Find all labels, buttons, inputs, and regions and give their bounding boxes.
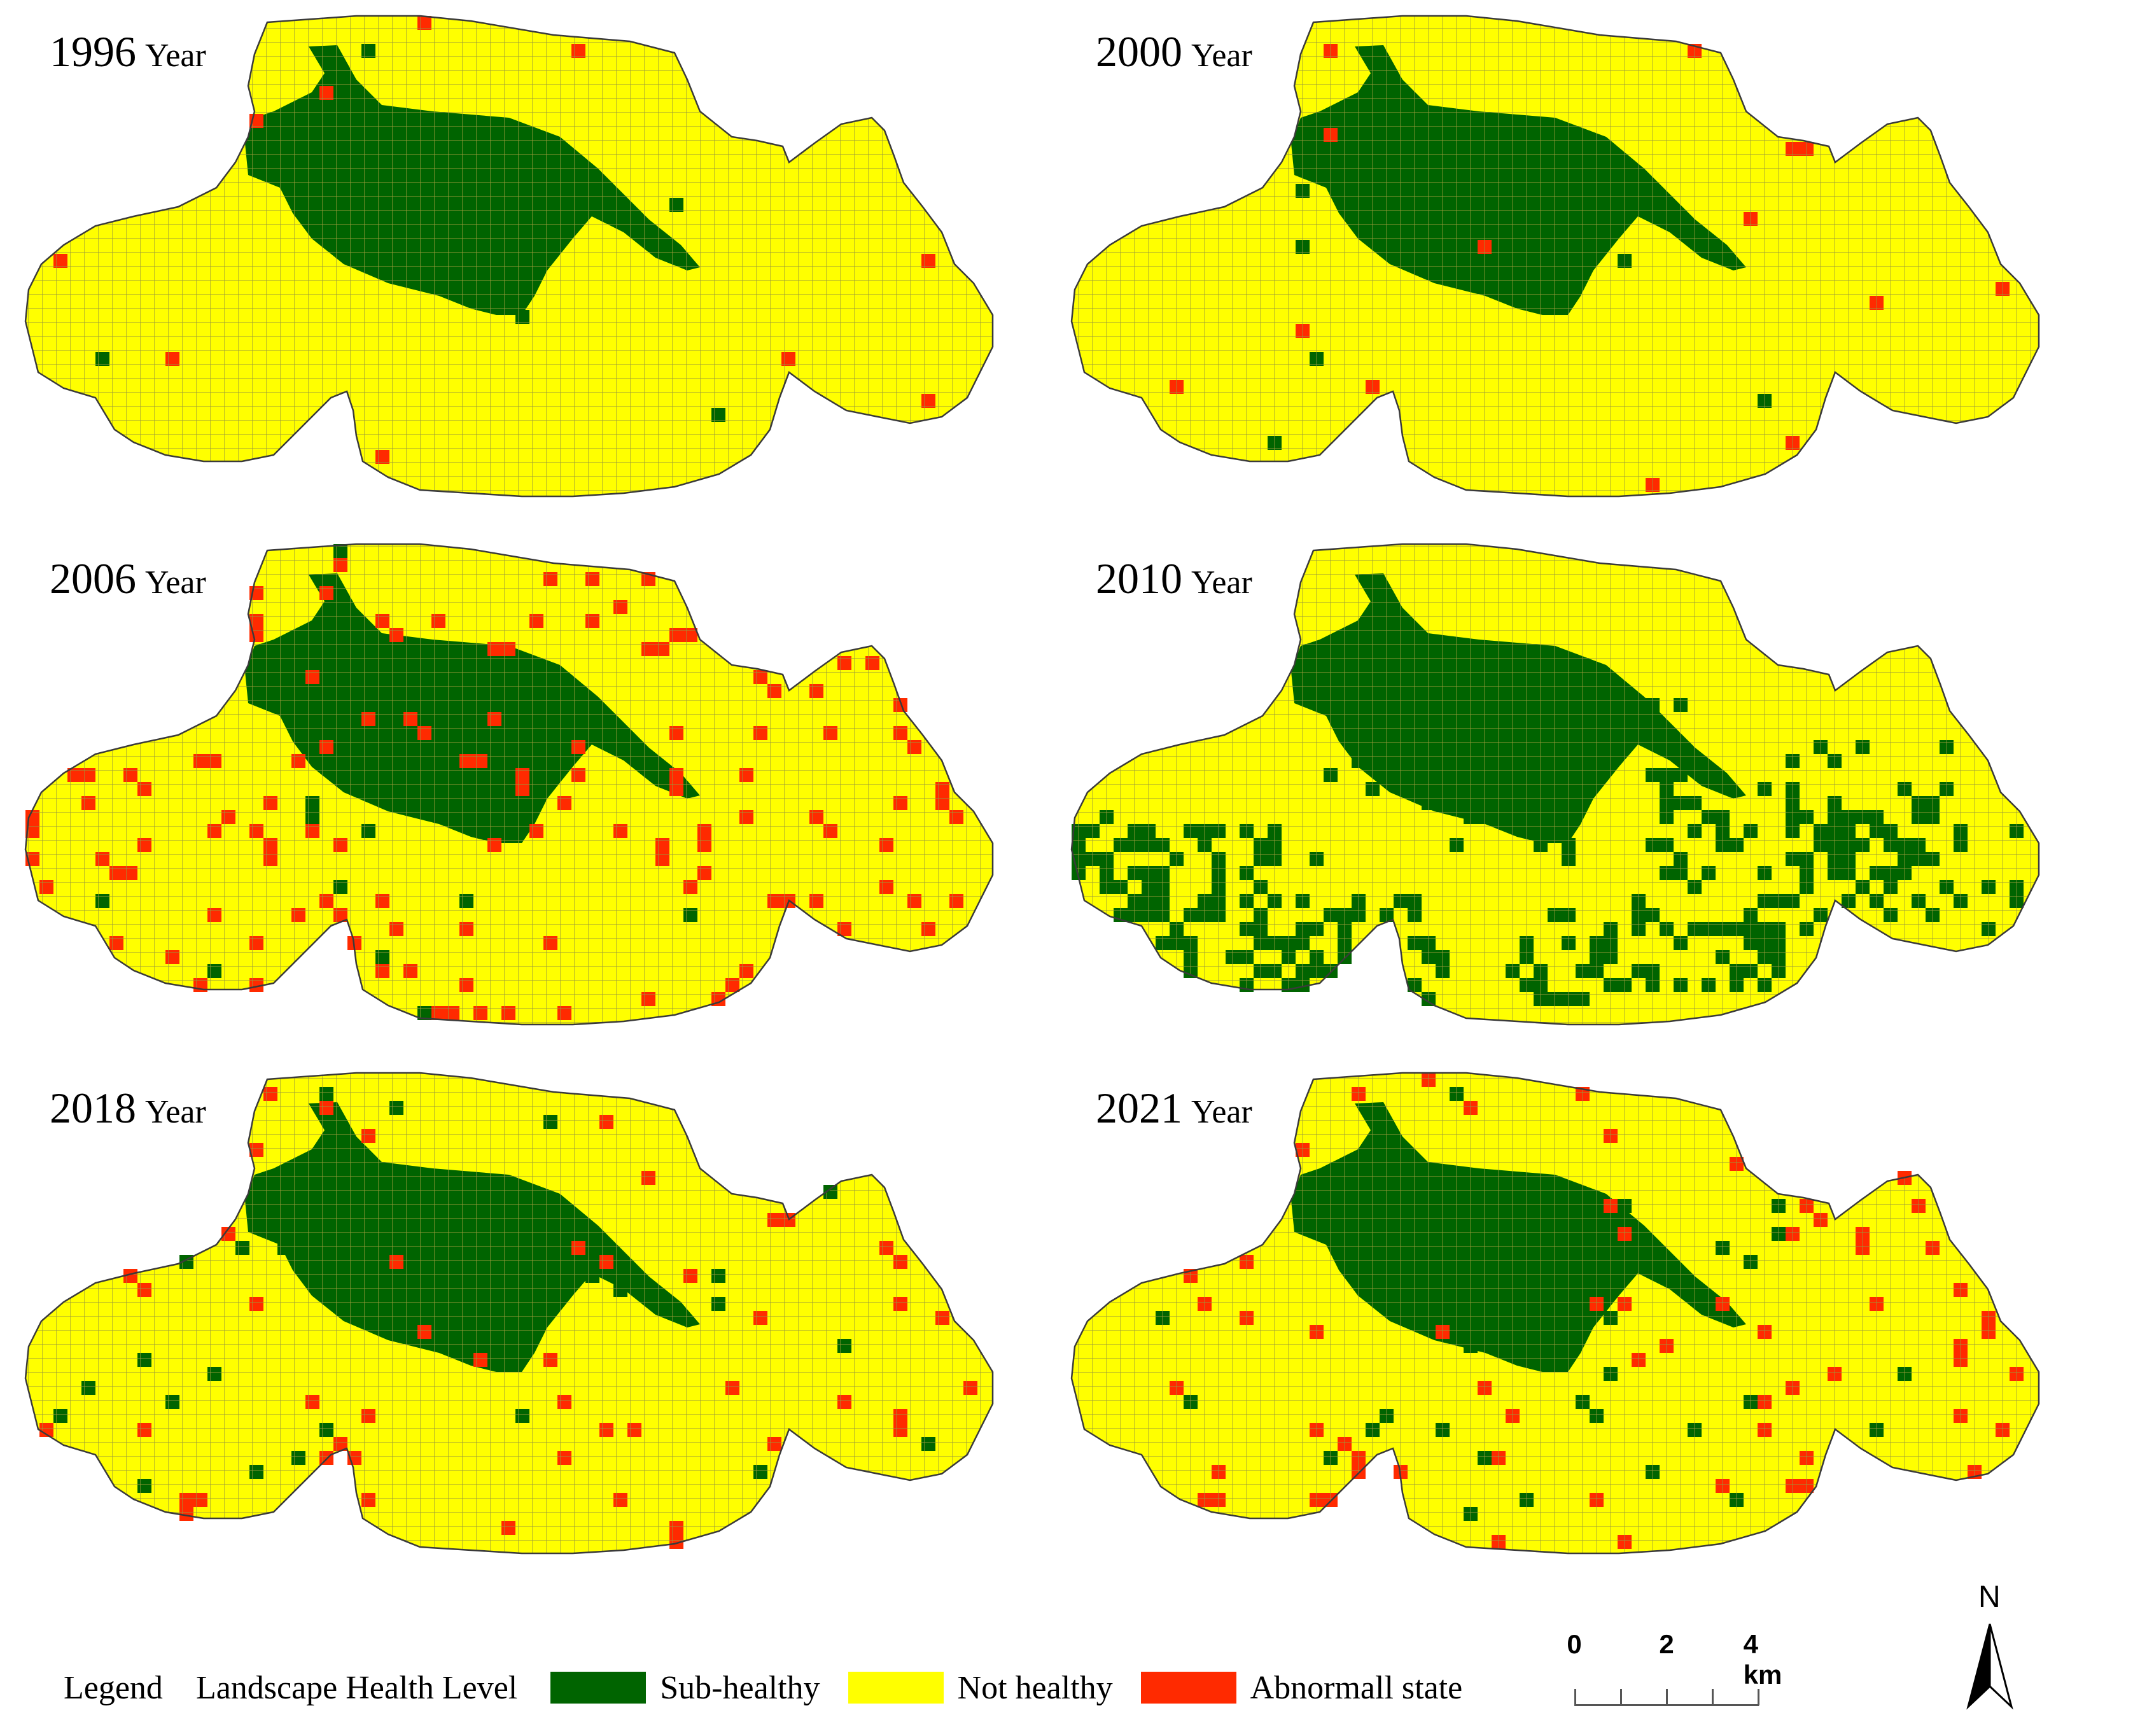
grid-overlay [1072, 16, 2039, 496]
panel-year: 2010 [1096, 554, 1182, 603]
grid-overlay [25, 1073, 993, 1553]
legend-swatch [848, 1672, 944, 1704]
panel-label-2000: 2000 Year [1096, 27, 1252, 77]
panel-year: 1996 [50, 27, 136, 76]
legend-item-abnormal-state: Abnormall state [1140, 1669, 1463, 1707]
region-outline [1070, 543, 2040, 1026]
panel-label-2010: 2010 Year [1096, 554, 1252, 604]
panel-year: 2000 [1096, 27, 1182, 76]
scale-label-0: 0 [1567, 1629, 1582, 1659]
scale-tick [1758, 1689, 1759, 1705]
region-outline [24, 543, 994, 1026]
grid-overlay [25, 544, 993, 1025]
scale-tick [1574, 1689, 1576, 1705]
legend-title: Legend [64, 1669, 163, 1706]
scale-tick [1666, 1689, 1668, 1705]
scale-label-4km: 4 km [1743, 1629, 1782, 1690]
panel-label-2006: 2006 Year [50, 554, 206, 604]
panel-label-1996: 1996 Year [50, 27, 206, 77]
scale-tick [1712, 1689, 1714, 1705]
grid-overlay [1072, 544, 2039, 1025]
legend-swatch [550, 1672, 647, 1704]
region-outline [24, 15, 994, 498]
map-panel-2021 [1070, 1072, 2040, 1555]
panel-year-word: Year [145, 1094, 206, 1130]
grid-overlay [25, 16, 993, 496]
north-label: N [1978, 1580, 2001, 1614]
north-arrow-icon [1966, 1623, 2013, 1710]
region-outline [24, 1072, 994, 1555]
region-outline [1070, 15, 2040, 498]
panel-year-word: Year [145, 38, 206, 74]
panel-year-word: Year [1191, 38, 1252, 74]
map-panel-2006 [24, 543, 994, 1026]
grid-overlay [1072, 1073, 2039, 1553]
scale-tick [1620, 1689, 1622, 1705]
map-panel-2018 [24, 1072, 994, 1555]
panel-label-2018: 2018 Year [50, 1083, 206, 1133]
legend-item-label: Not healthy [957, 1669, 1113, 1706]
legend-item-not-healthy: Not healthy [848, 1669, 1113, 1707]
scale-bar: 0 2 4 km [1565, 1629, 1782, 1712]
panel-year: 2018 [50, 1084, 136, 1132]
map-panel-2010 [1070, 543, 2040, 1026]
panel-year: 2021 [1096, 1084, 1182, 1132]
legend-item-sub-healthy: Sub-healthy [550, 1669, 820, 1707]
legend-item-label: Abnormall state [1250, 1669, 1463, 1706]
panel-year-word: Year [1191, 564, 1252, 601]
panel-label-2021: 2021 Year [1096, 1083, 1252, 1133]
region-outline [1070, 1072, 2040, 1555]
legend-item-label: Sub-healthy [660, 1669, 820, 1706]
map-panel-1996 [24, 15, 994, 498]
scale-label-2: 2 [1659, 1629, 1674, 1659]
legend-swatch [1140, 1672, 1236, 1704]
panel-year: 2006 [50, 554, 136, 603]
panel-year-word: Year [145, 564, 206, 601]
panel-year-word: Year [1191, 1094, 1252, 1130]
north-arrow: N [1957, 1579, 2027, 1713]
map-panel-2000 [1070, 15, 2040, 498]
legend-subtitle: Landscape Health Level [195, 1669, 518, 1706]
map-panels [24, 15, 2040, 1555]
legend: Legend Landscape Health Level Sub-health… [64, 1662, 1490, 1713]
